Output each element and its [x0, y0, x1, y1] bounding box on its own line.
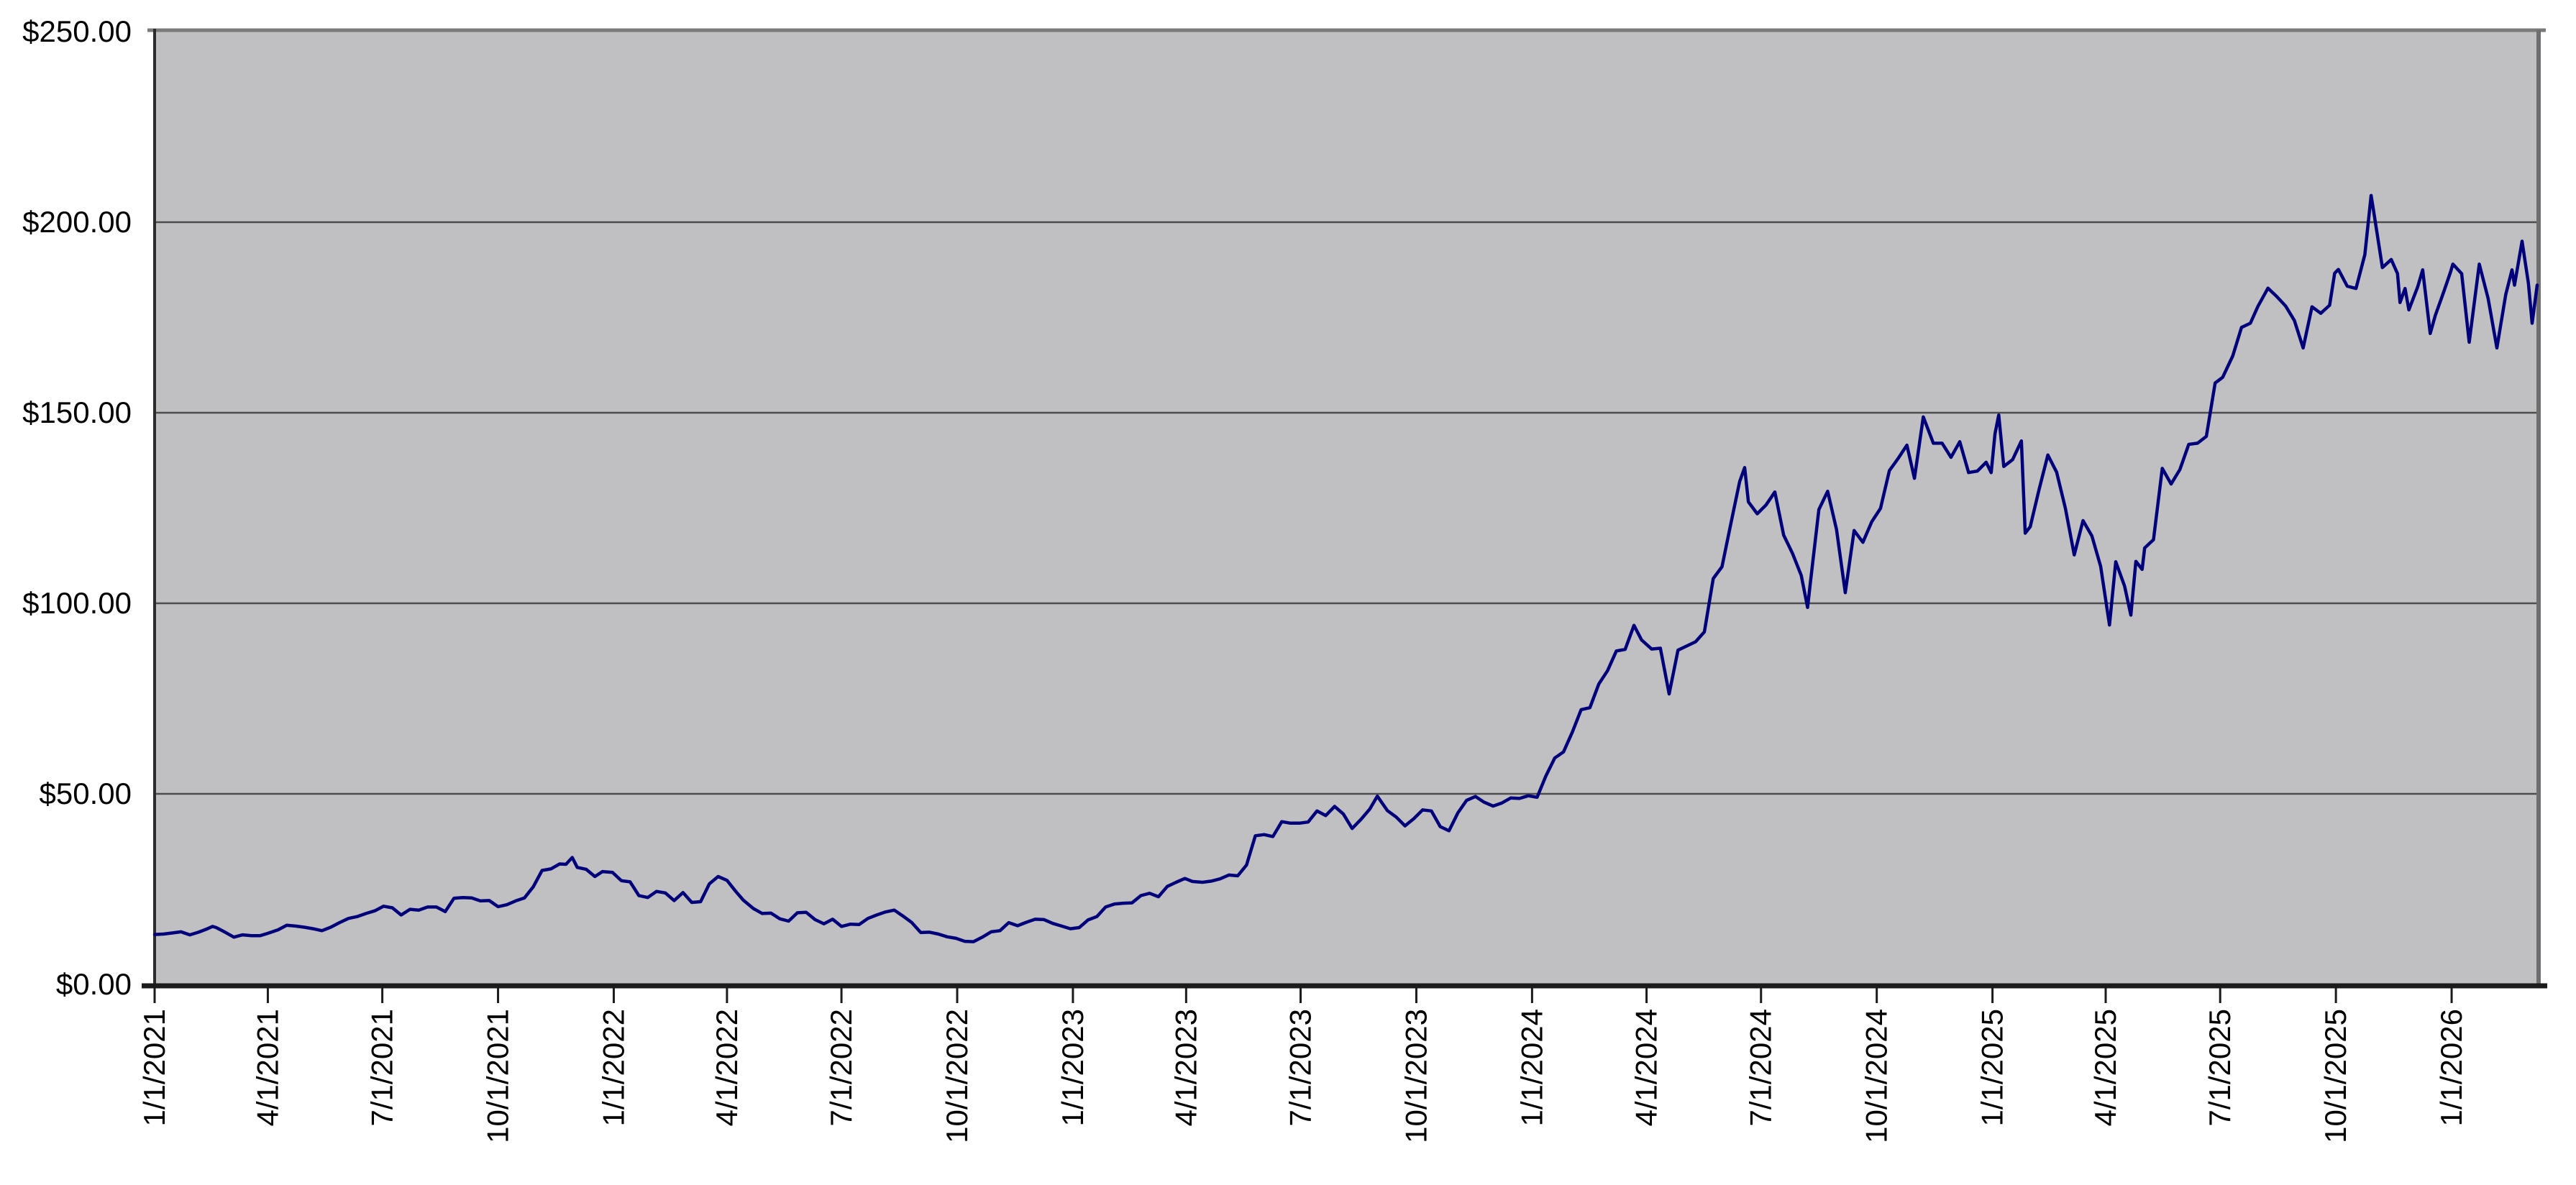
x-axis-label: 10/1/2021 [481, 1009, 515, 1143]
plot-border-group [142, 28, 2547, 989]
x-axis-label: 1/1/2025 [1976, 1009, 2009, 1127]
x-axis-label: 4/1/2021 [250, 1009, 284, 1127]
x-axis-label: 1/1/2021 [137, 1009, 171, 1127]
x-axis-label: 10/1/2023 [1399, 1009, 1433, 1143]
x-axis-label: 10/1/2024 [1860, 1009, 1894, 1143]
price-series-group [152, 193, 2539, 943]
x-axis-label: 1/1/2022 [596, 1009, 630, 1127]
y-axis-label: $200.00 [22, 205, 132, 239]
x-axis-label: 1/1/2023 [1056, 1009, 1090, 1127]
x-axis-label: 1/1/2026 [2434, 1009, 2468, 1127]
y-axis-labels: $250.00 $200.00 $150.00 $100.00 $50.00 $0.00 [22, 14, 132, 1001]
x-axis-label: 1/1/2024 [1515, 1009, 1548, 1127]
y-axis-label: $250.00 [22, 14, 132, 48]
x-axis-label: 7/1/2022 [824, 1009, 858, 1127]
y-axis-label: $150.00 [22, 395, 132, 429]
x-axis-label: 7/1/2021 [365, 1009, 399, 1127]
x-axis-label: 4/1/2023 [1169, 1009, 1202, 1127]
x-axis-label: 4/1/2022 [710, 1009, 744, 1127]
x-axis-label: 4/1/2025 [2088, 1009, 2122, 1127]
price-line [152, 193, 2539, 943]
y-axis-label: $50.00 [40, 777, 132, 810]
plot-area [155, 32, 2537, 984]
gridlines-group [155, 221, 2537, 795]
x-axis-label: 10/1/2022 [940, 1009, 974, 1143]
x-axis-tick-marks [153, 987, 2453, 1003]
y-axis-label: $0.00 [56, 967, 132, 1001]
x-axis-label: 7/1/2025 [2203, 1009, 2237, 1127]
x-axis-label: 7/1/2024 [1744, 1009, 1778, 1127]
x-axis-label: 7/1/2023 [1284, 1009, 1317, 1127]
y-axis-label: $100.00 [22, 586, 132, 620]
x-axis-labels: 1/1/2021 4/1/2021 7/1/2021 10/1/2021 1/1/202… [137, 1009, 2468, 1143]
x-axis-label: 4/1/2024 [1630, 1009, 1663, 1127]
x-axis-label: 10/1/2025 [2319, 1009, 2352, 1143]
